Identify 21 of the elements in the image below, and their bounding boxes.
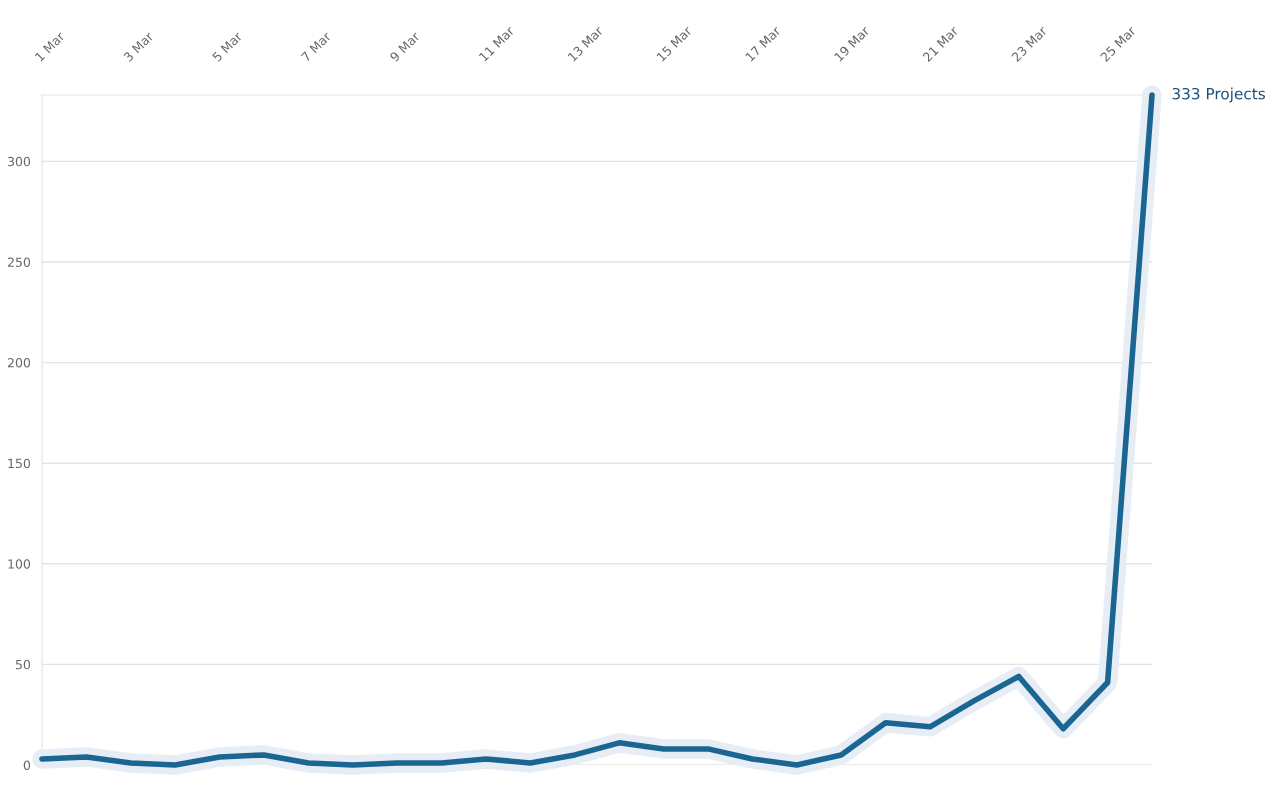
- y-tick-label: 50: [15, 659, 31, 670]
- x-tick-label: 19 Mar: [833, 25, 871, 62]
- y-tick-label: 200: [7, 358, 31, 368]
- x-tick-label: 21 Mar: [922, 25, 960, 63]
- x-tick-label: 9 Mar: [389, 30, 421, 63]
- y-tick-label: 150: [8, 458, 31, 469]
- x-tick-label: 25 Mar: [1099, 25, 1137, 63]
- x-tick-label: 3 Mar: [123, 30, 155, 63]
- text: 333 Projects: [1172, 87, 1265, 103]
- x-tick-label: 23 Mar: [1011, 25, 1048, 63]
- y-tick-label: 100: [8, 559, 31, 569]
- x-tick-label: 11 Mar: [478, 25, 516, 62]
- y-tick-label: 300: [7, 156, 31, 167]
- y-tick-label: 0: [23, 760, 31, 770]
- x-tick-label: 13 Mar: [567, 25, 604, 62]
- x-tick-label: 1 Mar: [34, 31, 66, 62]
- x-tick-label: 17 Mar: [745, 25, 782, 62]
- x-tick-label: 15 Mar: [656, 25, 693, 62]
- y-tick-label: 250: [7, 257, 31, 267]
- x-tick-label: 5 Mar: [212, 31, 243, 63]
- x-tick-label: 7 Mar: [300, 31, 332, 63]
